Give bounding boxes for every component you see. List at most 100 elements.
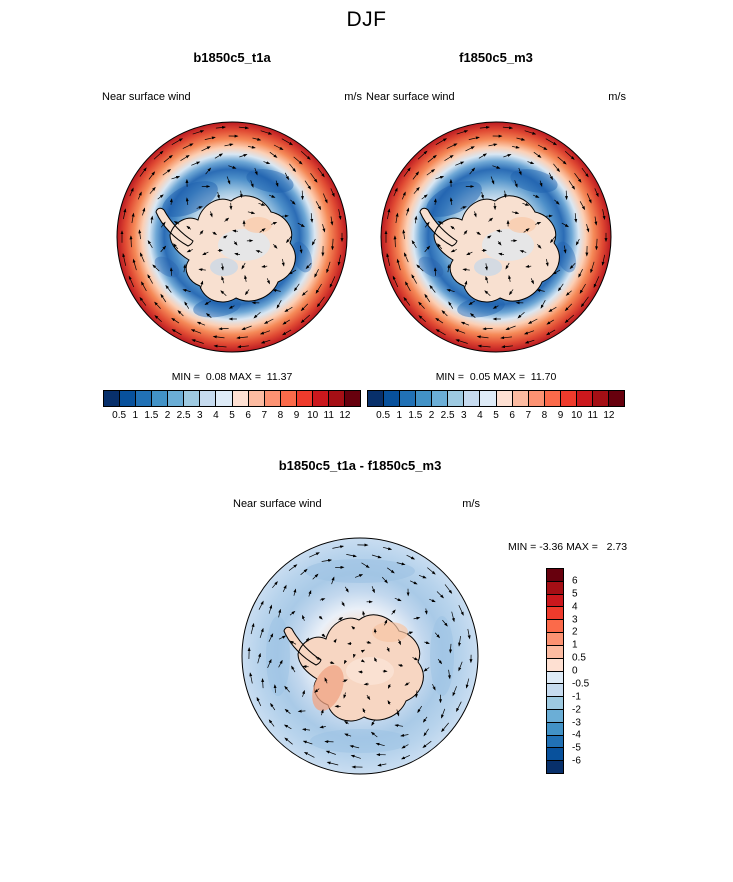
colorbar-tick-label: 5 — [572, 588, 578, 600]
colorbar-box — [280, 391, 297, 406]
colorbar-box — [448, 391, 465, 406]
colorbar-tick-label: 0.5 — [112, 410, 127, 421]
colorbar-tick-label: 2 — [428, 410, 435, 421]
colorbar-box — [464, 391, 481, 406]
colorbar-tick-label: 2 — [164, 410, 171, 421]
units-label-case2: m/s — [608, 91, 626, 103]
colorbar-tick-label: 1 — [396, 410, 403, 421]
colorbar-tick-label: 10 — [307, 410, 319, 421]
colorbar-box — [592, 391, 609, 406]
colorbar-tick-label: 7 — [525, 410, 532, 421]
colorbar-tick-label: 2.5 — [176, 410, 191, 421]
polar-map-diff — [241, 537, 479, 775]
colorbar-box — [296, 391, 313, 406]
panel-title-case2: f1850c5_m3 — [459, 50, 533, 65]
colorbar-tick-label: 4 — [572, 601, 578, 613]
colorbar-box — [547, 569, 563, 582]
colorbar-tick-label: -2 — [572, 704, 581, 716]
colorbar-tick-label: 0.5 — [376, 410, 391, 421]
colorbar-tick-label: 1 — [572, 639, 578, 651]
colorbar-box — [104, 391, 121, 406]
colorbar-box — [368, 391, 385, 406]
colorbar-case2 — [367, 390, 625, 407]
colorbar-tick-label: 11 — [587, 410, 598, 421]
colorbar-box — [547, 633, 563, 646]
colorbar-box — [264, 391, 281, 406]
colorbar-tick-label: 6 — [572, 575, 578, 587]
colorbar-box — [547, 581, 563, 595]
colorbar-tick-label: 0.5 — [572, 652, 586, 664]
colorbar-box — [547, 735, 563, 749]
colorbar-box — [432, 391, 449, 406]
colorbar-box — [547, 671, 563, 685]
colorbar-box — [184, 391, 201, 406]
polar-map-case2 — [380, 121, 612, 353]
colorbar-tick-label: -3 — [572, 717, 581, 728]
colorbar-case1 — [103, 390, 361, 407]
colorbar-tick-label: 5 — [229, 410, 235, 421]
colorbar-tick-label: 7 — [261, 410, 268, 421]
colorbar-box — [512, 391, 529, 406]
colorbar-box — [547, 761, 563, 773]
colorbar-box — [136, 391, 153, 406]
colorbar-box — [547, 620, 563, 634]
colorbar-ticks-case2: 0.5 1 1.5 2 2.5 3 4 5 6 7 8 9 10 11 12 — [367, 410, 625, 422]
colorbar-tick-label: 9 — [557, 410, 564, 421]
colorbar-diff — [546, 568, 564, 774]
colorbar-tick-label: -0.5 — [572, 678, 590, 690]
colorbar-tick-label: 3 — [572, 614, 578, 625]
colorbar-tick-label: 1.5 — [144, 410, 159, 421]
colorbar-tick-label: 8 — [277, 410, 284, 421]
colorbar-tick-label: 12 — [339, 410, 351, 421]
colorbar-tick-label: 3 — [196, 410, 203, 421]
colorbar-tick-label: 3 — [460, 410, 467, 421]
colorbar-tick-label: 1 — [132, 410, 139, 421]
colorbar-tick-label: 4 — [477, 410, 483, 421]
colorbar-tick-label: 6 — [509, 410, 515, 421]
colorbar-box — [120, 391, 137, 406]
colorbar-box — [544, 391, 561, 406]
colorbar-ticks-case1: 0.5 1 1.5 2 2.5 3 4 5 6 7 8 9 10 11 12 — [103, 410, 361, 422]
colorbar-box — [496, 391, 513, 406]
colorbar-box — [547, 709, 563, 723]
panel-title-case1: b1850c5_t1a — [193, 50, 271, 65]
colorbar-tick-label: 1.5 — [408, 410, 423, 421]
colorbar-box — [168, 391, 185, 406]
colorbar-tick-label: 0 — [572, 665, 578, 677]
stats-diff: MIN = -3.36 MAX = 2.73 — [508, 541, 628, 553]
colorbar-box — [248, 391, 265, 406]
colorbar-tick-label: -6 — [572, 755, 581, 767]
field-label-diff: Near surface wind — [233, 498, 322, 510]
colorbar-box — [200, 391, 217, 406]
stats-case1: MIN = 0.08 MAX = 11.37 — [171, 371, 293, 383]
colorbar-box — [547, 645, 563, 659]
colorbar-tick-label: -4 — [572, 729, 581, 741]
colorbar-tick-label: 2 — [572, 626, 578, 638]
units-label-case1: m/s — [344, 91, 362, 103]
colorbar-tick-label: 5 — [493, 410, 499, 421]
colorbar-box — [608, 391, 624, 406]
colorbar-box — [312, 391, 329, 406]
colorbar-box — [232, 391, 249, 406]
colorbar-box — [528, 391, 545, 406]
colorbar-box — [384, 391, 401, 406]
stats-case2: MIN = 0.05 MAX = 11.70 — [435, 371, 557, 383]
colorbar-tick-label: 2.5 — [440, 410, 455, 421]
colorbar-box — [560, 391, 577, 406]
colorbar-tick-label: 6 — [245, 410, 251, 421]
colorbar-box — [416, 391, 433, 406]
colorbar-box — [216, 391, 233, 406]
wind-vectors-case1 — [120, 125, 344, 349]
colorbar-box — [547, 722, 563, 736]
colorbar-box — [576, 391, 593, 406]
colorbar-box — [547, 594, 563, 608]
colorbar-box — [547, 748, 563, 762]
colorbar-box — [480, 391, 497, 406]
colorbar-tick-label: 9 — [293, 410, 300, 421]
polar-map-case1 — [116, 121, 348, 353]
colorbar-ticks-diff: 6 5 4 3 2 1 0.5 0 -0.5 -1 -2 -3 -4 -5 -6 — [570, 568, 604, 772]
colorbar-tick-label: 4 — [213, 410, 219, 421]
field-label-case1: Near surface wind — [102, 91, 191, 103]
colorbar-tick-label: 11 — [323, 410, 334, 421]
